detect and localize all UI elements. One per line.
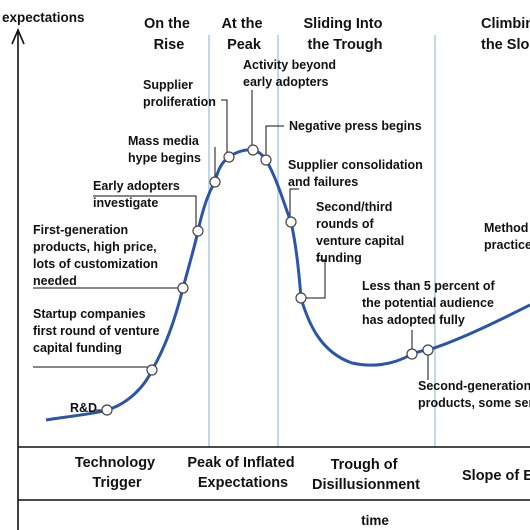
phase-names: Technology Trigger Peak of Inflated Expe… xyxy=(75,455,530,493)
annotations: R&D Startup companies first round of ven… xyxy=(33,58,530,415)
marker-second-gen xyxy=(422,344,434,356)
phase-trough-disillusionment: Trough of Disillusionment xyxy=(312,457,420,493)
phase-peak-inflated: Peak of Inflated Expectations xyxy=(187,455,298,491)
annotation-supplier-proliferation: Supplier proliferation xyxy=(143,78,216,109)
annotation-rnd: R&D xyxy=(70,401,97,415)
marker-activity xyxy=(247,144,259,156)
y-axis-label: expectations xyxy=(2,10,85,25)
phase-technology-trigger: Technology Trigger xyxy=(75,455,159,491)
marker-mass-media xyxy=(209,176,221,188)
annotation-methodologies: Method practice xyxy=(484,221,530,252)
phase-dividers xyxy=(208,35,436,447)
phase-slope-enlightenment: Slope of En xyxy=(462,468,530,484)
annotation-mass-media: Mass media hype begins xyxy=(128,134,202,165)
y-axis-arrow-icon xyxy=(11,27,25,45)
marker-early-adopters xyxy=(192,225,204,237)
marker-rnd xyxy=(101,404,113,416)
leader-supplier-prolif xyxy=(221,99,228,157)
marker-first-gen xyxy=(177,282,189,294)
leader-early-adopters xyxy=(93,195,197,231)
leader-second-third xyxy=(301,259,326,299)
header-sliding-into-trough: Sliding Into the Trough xyxy=(304,16,387,53)
annotation-supplier-consolidation: Supplier consolidation and failures xyxy=(288,158,426,189)
leader-startup xyxy=(33,366,153,370)
leader-negative-press xyxy=(265,125,284,160)
annotation-first-generation: First-generation products, high price, l… xyxy=(33,223,161,288)
annotation-less-than-5-percent: Less than 5 percent of the potential aud… xyxy=(362,279,498,327)
annotation-second-generation: Second-generation products, some ser xyxy=(418,379,530,410)
header-at-the-peak: At the Peak xyxy=(221,16,266,53)
annotation-startup-funding: Startup companies first round of venture… xyxy=(33,307,163,355)
annotation-negative-press: Negative press begins xyxy=(289,119,422,133)
marker-supplier-prolif xyxy=(223,151,235,163)
marker-second-third xyxy=(295,292,307,304)
annotation-second-third-rounds: Second/third rounds of venture capital f… xyxy=(316,200,408,265)
leader-supplier-consol xyxy=(289,188,299,222)
annotation-early-adopters: Early adopters investigate xyxy=(93,179,183,210)
marker-supplier-consol xyxy=(285,216,297,228)
header-climbing-slope: Climbin the Slop xyxy=(481,16,530,53)
header-on-the-rise: On the Rise xyxy=(144,16,194,53)
axes: expectations time xyxy=(2,10,530,530)
annotation-activity-beyond: Activity beyond early adopters xyxy=(243,58,340,89)
marker-startup xyxy=(146,364,158,376)
x-axis-label: time xyxy=(361,513,389,528)
curve-markers xyxy=(101,144,434,416)
phase-headers: On the Rise At the Peak Sliding Into the… xyxy=(144,16,530,53)
marker-negative-press xyxy=(260,154,272,166)
marker-less-than-5 xyxy=(406,348,418,360)
